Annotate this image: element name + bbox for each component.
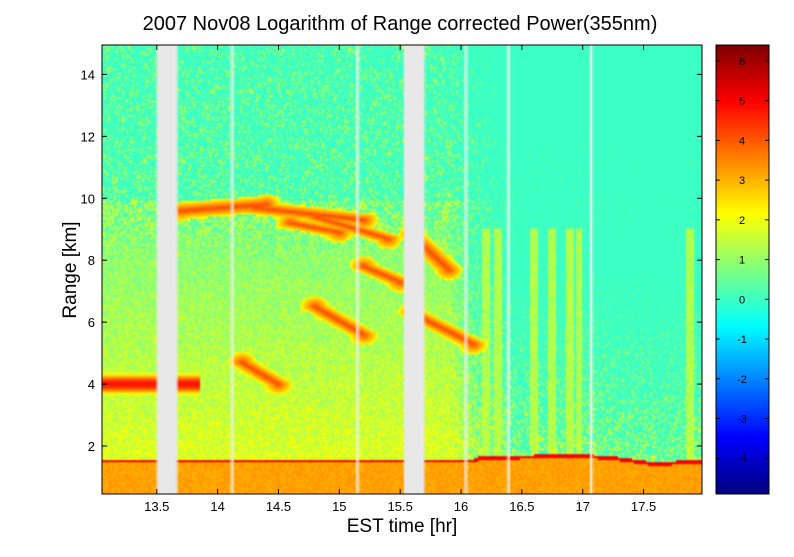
- x-axis-label: EST time [hr]: [347, 516, 458, 537]
- x-tick-label: 14.5: [266, 499, 291, 514]
- colorbar-tick-label: 5: [739, 96, 745, 108]
- colorbar-tick-label: 3: [739, 175, 745, 187]
- heatmap: [102, 45, 702, 494]
- colorbar-frame: [715, 44, 770, 495]
- y-axis: 2 4 6 8 10 12 14: [81, 67, 702, 454]
- y-tick-label: 2: [88, 439, 95, 454]
- plot-frame: [101, 44, 703, 495]
- x-tick-label: 15.5: [388, 499, 413, 514]
- y-tick-label: 6: [88, 315, 95, 330]
- colorbar-tick-label: 6: [739, 56, 745, 68]
- x-tick-label: 15: [332, 499, 346, 514]
- y-tick-label: 8: [88, 253, 95, 268]
- x-tick-label: 16: [454, 499, 468, 514]
- colorbar-tick-label: 4: [739, 135, 745, 147]
- colorbar-tick-label: -1: [737, 334, 747, 346]
- y-axis-label: Range [km]: [60, 221, 81, 318]
- colorbar-gradient: [716, 45, 769, 494]
- y-tick-label: 14: [81, 67, 95, 82]
- y-tick-label: 4: [88, 377, 95, 392]
- chart-title: 2007 Nov08 Logarithm of Range corrected …: [143, 13, 658, 35]
- x-tick-label: 14: [210, 499, 224, 514]
- plot-area: [101, 44, 703, 495]
- colorbar-tick-label: -3: [737, 414, 747, 426]
- x-tick-label: 13.5: [144, 499, 169, 514]
- x-tick-label: 17.5: [631, 499, 656, 514]
- x-tick-label: 17: [575, 499, 589, 514]
- colorbar-tick-label: 1: [739, 255, 745, 267]
- x-tick-label: 16.5: [509, 499, 534, 514]
- y-tick-label: 12: [81, 129, 95, 144]
- colorbar: -4 -3 -2 -1 0 1 2 3 4 5 6: [715, 44, 770, 495]
- colorbar-tick-label: -4: [737, 453, 747, 465]
- colorbar-tick-label: 2: [739, 215, 745, 227]
- y-tick-label: 10: [81, 191, 95, 206]
- colorbar-ticks: -4 -3 -2 -1 0 1 2 3 4 5 6: [716, 56, 769, 465]
- colorbar-tick-label: -2: [737, 374, 747, 386]
- x-axis: 13.5 14 14.5 15 15.5 16 16.5 17 17.5: [144, 45, 656, 514]
- colorbar-tick-label: 0: [739, 294, 745, 306]
